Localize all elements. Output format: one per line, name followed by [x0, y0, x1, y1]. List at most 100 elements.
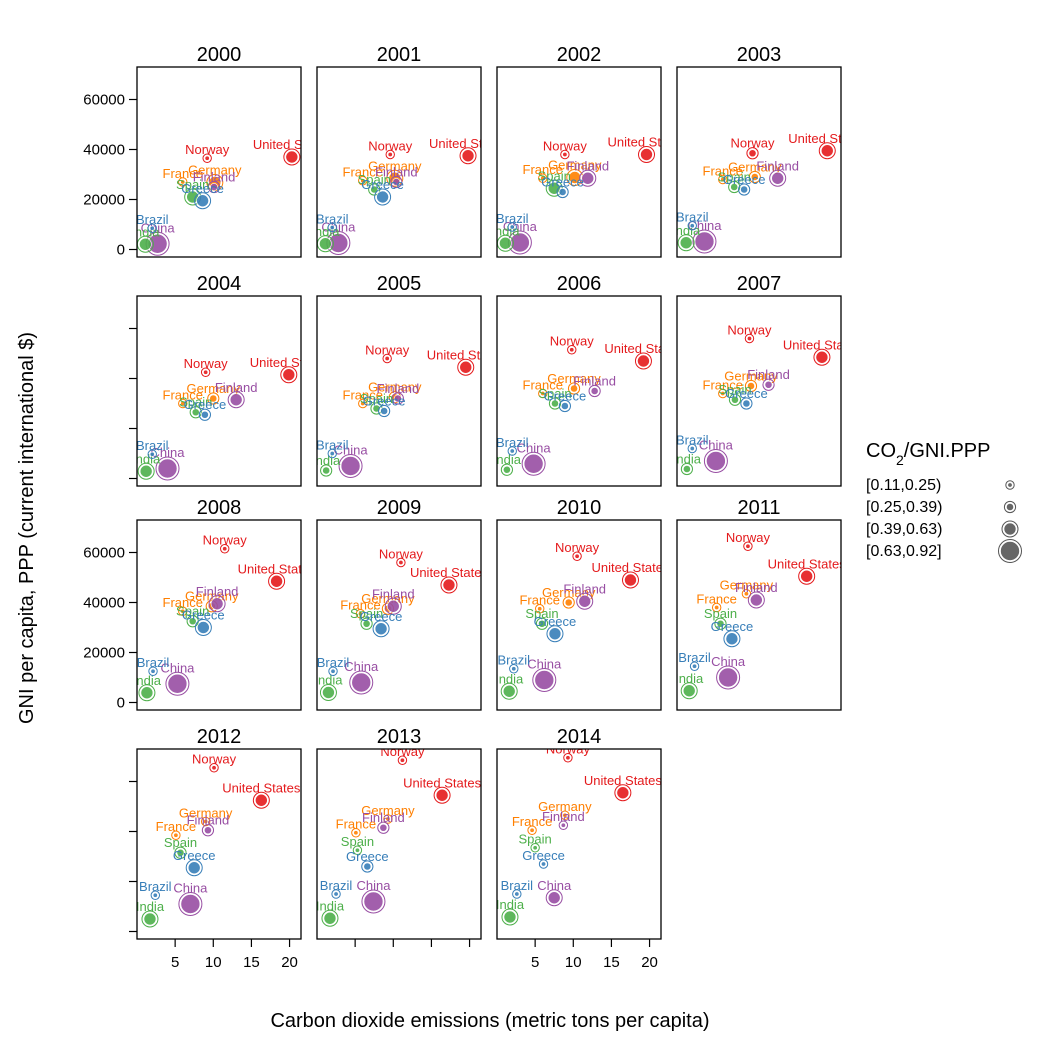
point-ring	[189, 406, 202, 419]
point-finland-2002: Finland	[566, 158, 609, 187]
label-china-2010: China	[527, 657, 562, 672]
label-finland-2014: Finland	[542, 809, 585, 824]
point-dot	[740, 185, 749, 194]
panel-frame-2013	[316, 748, 482, 940]
point-finland-2014: Finland	[542, 809, 585, 830]
point-dot	[534, 670, 555, 690]
point-dot	[692, 663, 698, 669]
point-dot	[714, 604, 720, 610]
point-dot	[211, 765, 217, 771]
label-finland-2005: Finland	[377, 381, 420, 396]
point-india-2010: India	[497, 671, 524, 700]
label-united-states-2013: United States	[403, 775, 482, 790]
point-greece-2003: Greece	[723, 172, 765, 196]
label-spain-2002: Spain	[538, 168, 571, 183]
point-brazil-2012: Brazil	[139, 879, 172, 900]
point-france-2012: France	[156, 819, 196, 840]
point-ring	[207, 180, 221, 194]
point-ring	[744, 379, 758, 393]
point-dot	[255, 793, 268, 807]
point-ring	[535, 604, 545, 614]
point-united-states-2013: United States	[403, 775, 482, 804]
label-india-2004: India	[132, 451, 161, 466]
point-norway-2008: Norway	[203, 533, 247, 554]
point-dot	[392, 178, 401, 186]
point-germany-2006: Germany	[547, 371, 601, 395]
point-dot	[387, 152, 393, 158]
point-norway-2014: Norway	[546, 749, 590, 763]
label-france-2011: France	[696, 591, 736, 606]
point-germany-2003: Germany	[728, 159, 782, 184]
point-dot	[319, 237, 332, 251]
label-greece-2012: Greece	[173, 848, 216, 863]
panel-frame-2004	[136, 295, 302, 487]
point-india-2009: India	[317, 673, 343, 701]
y-tick-label: 60000	[83, 545, 125, 562]
label-india-2011: India	[675, 671, 704, 686]
point-united-states-2006: United States	[604, 341, 661, 370]
point-dot	[442, 578, 456, 592]
size-legend: CO2/GNI.PPP [0.11,0.25) [0.25,0.39) [0.39,…	[866, 440, 1022, 563]
point-dot	[514, 891, 520, 897]
point-ring	[358, 176, 368, 186]
label-spain-2008: Spain	[176, 604, 209, 619]
point-dot	[683, 465, 691, 473]
label-united-states-2014: United States	[584, 773, 663, 788]
point-dot	[538, 619, 546, 628]
label-france-2004: France	[163, 387, 203, 402]
point-ring	[538, 388, 548, 399]
point-germany-2013: Germany	[361, 803, 415, 824]
point-ring	[361, 860, 374, 873]
point-ring	[327, 448, 337, 459]
panel-frame-2002	[496, 66, 662, 258]
point-dot	[188, 617, 197, 626]
point-norway-2013: Norway	[380, 749, 425, 765]
point-dot	[357, 611, 363, 617]
panel-2000: 2000 Norway United States FranceGermanyFinl…	[136, 44, 302, 258]
legend-ring-2	[1001, 520, 1019, 538]
point-ring	[548, 397, 562, 410]
point-dot	[362, 619, 371, 628]
point-ring	[178, 892, 203, 916]
point-dot	[568, 171, 582, 184]
point-united-states-2005: United States	[427, 347, 481, 376]
point-dot	[564, 598, 573, 607]
point-ring	[374, 188, 392, 206]
panel-title-2008: 2008	[197, 497, 242, 519]
point-dot	[771, 171, 784, 185]
point-ring	[383, 814, 393, 824]
legend-ring-3	[998, 539, 1022, 563]
point-finland-2007: Finland	[747, 367, 790, 391]
label-brazil-2013: Brazil	[320, 878, 353, 893]
point-ring	[500, 682, 518, 700]
panel-title-2002: 2002	[557, 44, 602, 66]
point-ring	[382, 353, 392, 364]
point-dot	[574, 553, 580, 559]
point-france-2000: France	[163, 166, 203, 187]
legend-dot-1	[1006, 503, 1014, 511]
point-dot	[750, 593, 763, 607]
label-india-2006: India	[493, 452, 522, 467]
point-dot	[725, 632, 739, 646]
point-brazil-2002: Brazil	[496, 211, 529, 232]
point-ring	[384, 597, 402, 615]
point-ring	[743, 541, 753, 551]
label-brazil-2002: Brazil	[496, 211, 529, 226]
point-finland-2001: Finland	[375, 164, 418, 189]
label-norway-2010: Norway	[555, 540, 600, 555]
point-dot	[204, 155, 210, 161]
legend-label-3: [0.63,0.92]	[866, 543, 942, 560]
legend-dot-0	[1007, 482, 1013, 488]
label-united-states-2010: United States	[591, 560, 670, 575]
point-dot	[353, 830, 359, 836]
label-greece-2005: Greece	[363, 393, 406, 408]
panel-frame-2003	[676, 66, 842, 258]
panel-frame-2006	[496, 295, 662, 487]
label-norway-2011: Norway	[726, 530, 771, 545]
point-ring	[567, 345, 577, 355]
y-tick-label: 0	[117, 242, 125, 259]
point-germany-2002: Germany	[548, 158, 602, 186]
point-china-2005: China	[334, 443, 368, 478]
point-greece-2013: Greece	[346, 849, 389, 873]
panel-title-2003: 2003	[737, 44, 782, 66]
